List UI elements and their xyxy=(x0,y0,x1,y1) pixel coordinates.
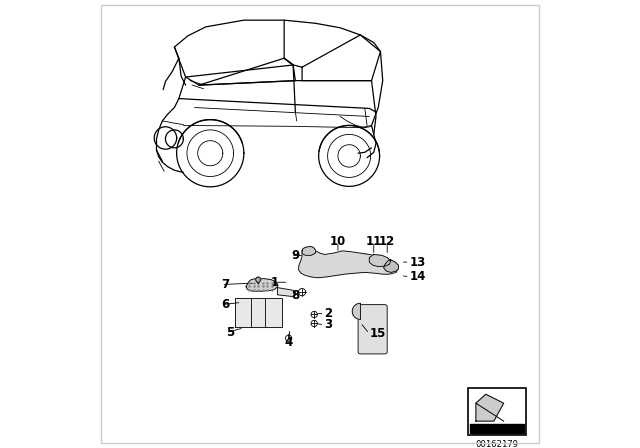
Text: 00162179: 00162179 xyxy=(476,440,518,448)
Polygon shape xyxy=(470,424,524,433)
Polygon shape xyxy=(352,303,360,319)
Polygon shape xyxy=(235,298,282,327)
Bar xyxy=(468,388,526,435)
Text: 7: 7 xyxy=(221,278,230,291)
Text: 12: 12 xyxy=(379,235,396,249)
Text: 6: 6 xyxy=(221,298,230,311)
Text: 2: 2 xyxy=(324,307,333,320)
Text: 15: 15 xyxy=(369,327,386,340)
Polygon shape xyxy=(277,288,296,297)
Text: 4: 4 xyxy=(285,336,292,349)
Text: 13: 13 xyxy=(410,255,426,269)
Polygon shape xyxy=(246,279,277,291)
Text: 5: 5 xyxy=(226,326,234,339)
Text: 10: 10 xyxy=(330,235,346,249)
Text: 8: 8 xyxy=(291,289,299,302)
Polygon shape xyxy=(255,277,261,283)
Polygon shape xyxy=(298,249,398,278)
Polygon shape xyxy=(302,246,316,255)
FancyBboxPatch shape xyxy=(358,305,387,354)
Polygon shape xyxy=(383,260,398,272)
Text: 9: 9 xyxy=(291,249,299,262)
Text: 3: 3 xyxy=(324,318,333,332)
Polygon shape xyxy=(369,254,391,267)
Text: 11: 11 xyxy=(365,235,382,249)
Text: 1: 1 xyxy=(271,276,279,289)
Text: 14: 14 xyxy=(410,270,426,284)
Polygon shape xyxy=(476,394,504,421)
